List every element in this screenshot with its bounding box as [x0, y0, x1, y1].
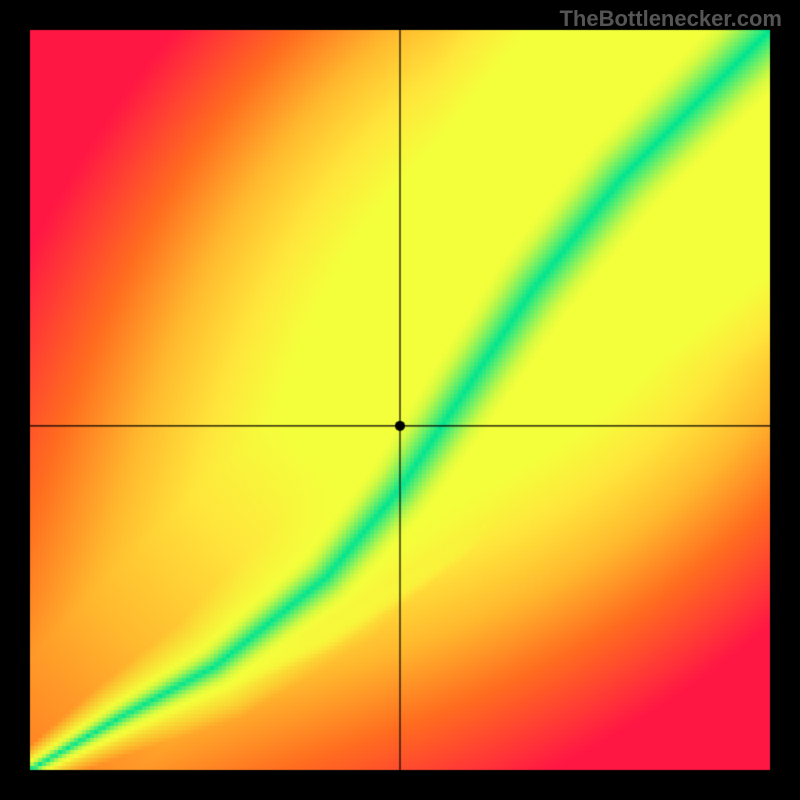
bottleneck-heatmap [0, 0, 800, 800]
chart-container: TheBottlenecker.com [0, 0, 800, 800]
